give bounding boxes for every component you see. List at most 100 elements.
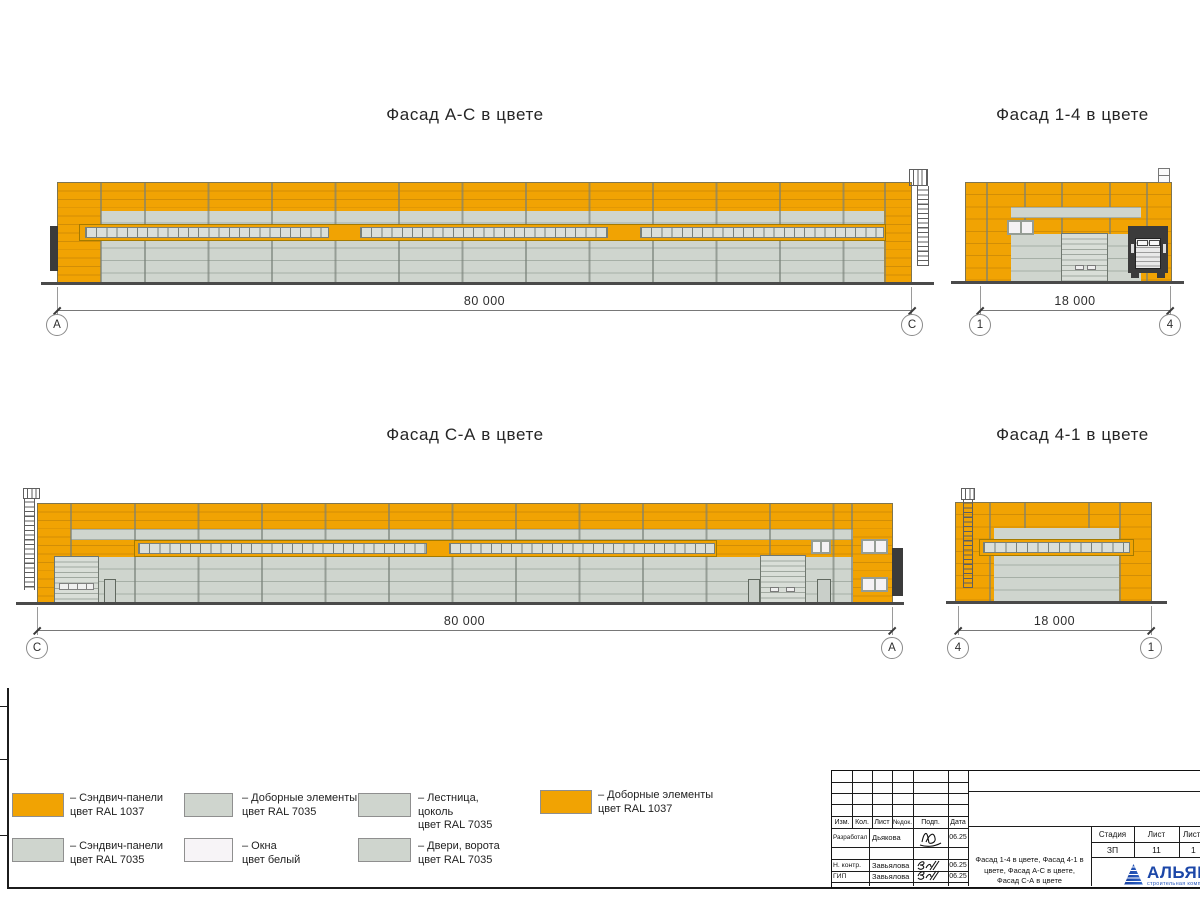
dock-bumper-guide <box>1162 244 1166 253</box>
ladder-cage <box>23 488 40 499</box>
rev-header: Подп. <box>921 818 940 826</box>
rev-header: Кол. <box>855 818 869 826</box>
dimension-line <box>57 310 912 311</box>
axis-marker: С <box>26 637 48 659</box>
panel-joint <box>1109 183 1111 281</box>
window-segment <box>640 227 884 238</box>
ribbon-window-band <box>979 539 1134 556</box>
legend-label: – Сэндвич-панели цвет RAL 1037 <box>70 792 164 818</box>
dimension-line <box>980 310 1170 311</box>
stamp-line <box>832 782 968 783</box>
extension-line <box>57 287 58 315</box>
dimension-line <box>37 630 892 631</box>
ladder-cage <box>909 169 928 186</box>
stamp-doc-title: Фасад 1-4 в цвете, Фасад 4-1 в цвете, Фа… <box>975 855 1084 885</box>
stamp-line <box>892 771 893 828</box>
signature-date: 06.25 <box>949 873 967 880</box>
frame-tick <box>0 835 8 836</box>
legend-swatch <box>358 793 411 817</box>
signature-scribble <box>917 870 940 881</box>
stamp-line <box>832 871 968 872</box>
stamp-line <box>968 771 969 886</box>
stamp-line <box>869 828 870 886</box>
axis-marker: 4 <box>947 637 969 659</box>
view-title-facade-14: Фасад 1-4 в цвете <box>996 105 1149 124</box>
stamp-line <box>832 859 968 860</box>
rev-header: Изм. <box>834 818 850 826</box>
legend-label: – Лестница, цоколь цвет RAL 7035 <box>418 792 493 831</box>
window <box>1007 220 1034 235</box>
stamp-line <box>948 771 949 886</box>
extension-line <box>958 606 959 635</box>
legend-label: – Сэндвич-панели цвет RAL 7035 <box>70 840 164 866</box>
view-title-facade-ac: Фасад А-С в цвете <box>386 105 544 124</box>
stage-value: ЗП <box>1106 844 1119 855</box>
facade-ca-building <box>16 488 904 605</box>
ground-line <box>946 601 1167 604</box>
sectional-gate <box>54 556 99 604</box>
signature-scribble <box>919 833 942 847</box>
signature-date: 06.25 <box>949 834 967 841</box>
stamp-line <box>1091 826 1092 886</box>
stamp-line <box>1179 826 1180 857</box>
signature-date: 06.25 <box>949 861 967 869</box>
stamp-line <box>1091 857 1200 858</box>
window <box>861 577 888 592</box>
axis-marker: А <box>46 314 68 336</box>
facade-41-building <box>946 488 1167 604</box>
frame-bottom-line <box>7 886 1200 889</box>
title-block: Изм. Кол. Лист №док. Подп. Дата Разработ… <box>831 770 1200 888</box>
signature-scribble <box>917 860 940 871</box>
sheets-label: Листов <box>1183 829 1200 839</box>
ladder-cage <box>961 488 975 500</box>
roof-ladder <box>917 186 929 266</box>
axis-marker: А <box>881 637 903 659</box>
view-title-facade-ca: Фасад С-А в цвете <box>386 425 544 444</box>
legend-swatch <box>184 838 233 862</box>
gate-panel-window <box>1087 265 1096 270</box>
legend-label: – Двери, ворота цвет RAL 7035 <box>418 840 500 866</box>
stamp-line <box>872 771 873 828</box>
signature-name: Дьякова <box>872 833 901 842</box>
legend-swatch <box>184 793 233 817</box>
panel-joint <box>986 183 988 281</box>
ground-line <box>16 602 904 605</box>
dimension-line <box>958 630 1151 631</box>
panel-joint <box>851 504 853 602</box>
legend-swatch <box>540 790 592 814</box>
frame-tick <box>0 706 8 707</box>
dark-side-element <box>892 548 903 596</box>
axis-marker: С <box>901 314 923 336</box>
company-subtitle: строительная компания <box>1147 881 1200 887</box>
stamp-line <box>832 847 968 848</box>
window-mullion <box>820 542 822 552</box>
personnel-door <box>748 579 760 604</box>
stamp-line <box>968 791 1200 792</box>
signature-role: Н. контр. <box>833 861 862 869</box>
signature-name: Завьялова <box>872 872 910 881</box>
stamp-line <box>913 771 914 886</box>
window <box>861 539 888 554</box>
gate-panel-window <box>786 587 795 592</box>
dock-door-window <box>1136 239 1148 246</box>
gate-panel-window <box>770 587 779 592</box>
dimension-label: 80 000 <box>463 294 506 308</box>
window-mullion <box>873 579 876 590</box>
ribbon-window-band <box>134 540 717 557</box>
personnel-door <box>817 579 831 604</box>
legend-label: – Доборные элементы цвет RAL 1037 <box>598 789 714 815</box>
gate-window-row <box>59 583 94 590</box>
panel-joint <box>70 504 72 602</box>
axis-marker: 1 <box>969 314 991 336</box>
facade-ac-building <box>41 169 934 285</box>
legend-swatch <box>12 838 64 862</box>
extension-line <box>1151 606 1152 635</box>
window-segment <box>983 542 1130 553</box>
view-title-facade-41: Фасад 4-1 в цвете <box>996 425 1149 444</box>
roof-ladder <box>24 498 35 590</box>
dimension-label: 18 000 <box>1054 294 1096 308</box>
legend-label: – Доборные элементы цвет RAL 7035 <box>242 792 358 818</box>
facade-14-building <box>951 168 1184 284</box>
dark-side-element <box>50 226 58 271</box>
